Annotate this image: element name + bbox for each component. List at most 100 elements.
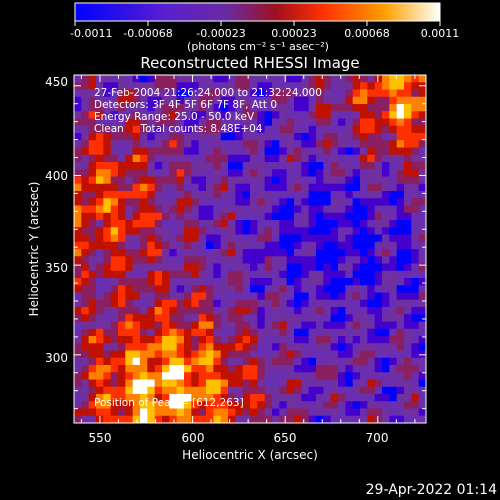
heatmap-cell (184, 133, 192, 141)
heatmap-cell (352, 191, 361, 199)
heatmap-cell (147, 212, 156, 221)
heatmap-cell (169, 328, 178, 337)
heatmap-cell (374, 89, 383, 98)
heatmap-cell (367, 89, 376, 98)
heatmap-cell (118, 111, 126, 119)
heatmap-cell (74, 263, 82, 272)
heatmap-cell (286, 321, 295, 330)
heatmap-cell (382, 256, 390, 264)
heatmap-cell (118, 415, 126, 423)
heatmap-cell (88, 249, 97, 257)
heatmap-cell (316, 379, 324, 388)
heatmap-cell (88, 125, 97, 134)
heatmap-cell (228, 104, 236, 112)
heatmap-cell (162, 176, 170, 185)
heatmap-cell (103, 285, 112, 293)
heatmap-cell (418, 111, 426, 119)
heatmap-cell (198, 169, 207, 177)
heatmap-cell (367, 111, 376, 119)
heatmap-cell (125, 379, 134, 388)
heatmap-cell (147, 321, 156, 330)
heatmap-cell (382, 379, 390, 388)
heatmap-cell (235, 372, 244, 380)
heatmap-cell (389, 394, 398, 402)
heatmap-cell (411, 249, 420, 257)
heatmap-cell (389, 386, 398, 395)
heatmap-cell (360, 133, 368, 141)
heatmap-cell (396, 379, 405, 388)
heatmap-cell (301, 212, 310, 221)
heatmap-cell (74, 191, 82, 199)
heatmap-cell (323, 75, 332, 83)
heatmap-cell (360, 205, 368, 214)
heatmap-cell (154, 357, 163, 366)
heatmap-cell (103, 89, 112, 98)
heatmap-cell (382, 357, 390, 366)
heatmap-cell (81, 299, 90, 308)
heatmap-cell (323, 198, 332, 206)
heatmap-cell (169, 220, 178, 228)
heatmap-cell (286, 89, 295, 98)
heatmap-cell (294, 133, 302, 141)
heatmap-cell (154, 176, 163, 185)
heatmap-cell (132, 212, 141, 221)
heatmap-cell (374, 82, 383, 90)
heatmap-cell (154, 241, 163, 250)
heatmap-cell (220, 408, 229, 417)
heatmap-cell (330, 256, 339, 264)
heatmap-cell (323, 408, 332, 417)
heatmap-cell (154, 307, 163, 315)
heatmap-cell (382, 299, 390, 308)
heatmap-cell (374, 118, 383, 127)
heatmap-cell (396, 82, 405, 90)
heatmap-cell (147, 191, 156, 199)
heatmap-cell (404, 227, 412, 235)
heatmap-cell (250, 220, 258, 228)
heatmap-cell (264, 191, 273, 199)
heatmap-cell (206, 307, 214, 315)
heatmap-cell (176, 154, 185, 163)
heatmap-cell (404, 162, 412, 170)
heatmap-cell (220, 285, 229, 293)
heatmap-cell (132, 336, 141, 344)
x-tick-label-650: 650 (274, 431, 297, 445)
heatmap-cell (81, 336, 90, 344)
heatmap-cell (286, 82, 295, 90)
heatmap-cell (360, 82, 368, 90)
heatmap-cell (162, 212, 170, 221)
heatmap-cell (110, 198, 119, 206)
heatmap-cell (257, 82, 266, 90)
heatmap-cell (103, 401, 112, 409)
heatmap-cell (286, 285, 295, 293)
heatmap-cell (250, 154, 258, 163)
heatmap-cell (338, 140, 346, 148)
heatmap-cell (345, 140, 354, 148)
heatmap-cell (103, 307, 112, 315)
heatmap-cell (323, 285, 332, 293)
heatmap-cell (191, 118, 200, 127)
heatmap-cell (235, 343, 244, 351)
heatmap-cell (213, 415, 222, 423)
heatmap-cell (242, 169, 251, 177)
heatmap-cell (162, 365, 170, 373)
heatmap-cell (345, 350, 354, 359)
heatmap-cell (162, 133, 170, 141)
heatmap-cell (389, 357, 398, 366)
heatmap-cell (323, 336, 332, 344)
heatmap-cell (367, 336, 376, 344)
heatmap-cell (389, 336, 398, 344)
heatmap-cell (338, 386, 346, 395)
heatmap-cell (316, 183, 324, 192)
heatmap-cell (228, 379, 236, 388)
heatmap-cell (88, 365, 97, 373)
heatmap-cell (191, 307, 200, 315)
heatmap-cell (206, 198, 214, 206)
heatmap-cell (206, 372, 214, 380)
heatmap-cell (228, 176, 236, 185)
heatmap-cell (338, 285, 346, 293)
heatmap-cell (308, 125, 317, 134)
heatmap-cell (345, 292, 354, 301)
heatmap-cell (242, 365, 251, 373)
heatmap-cell (184, 212, 192, 221)
heatmap-cell (360, 176, 368, 185)
